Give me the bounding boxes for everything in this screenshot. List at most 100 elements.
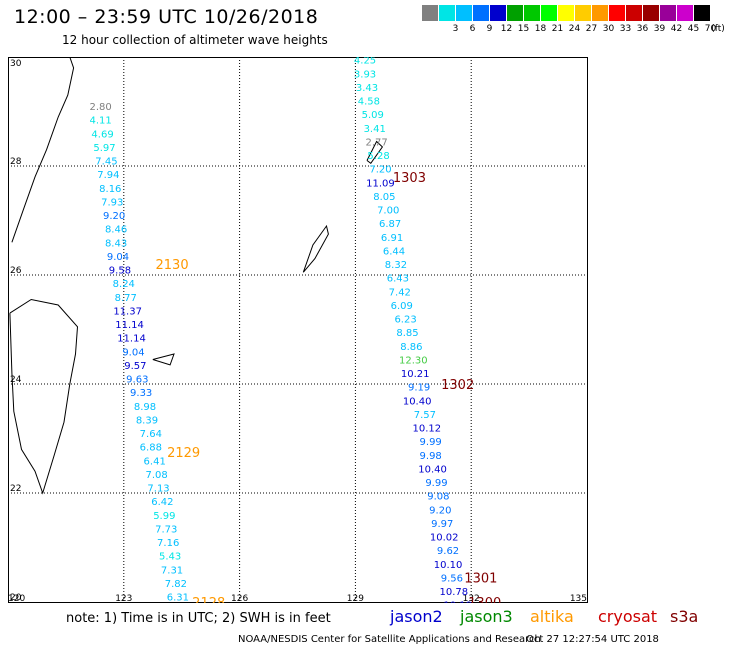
scale-label: 27 [585, 24, 598, 34]
lon-tick-label: 129 [347, 594, 364, 603]
wave-height-value: 7.73 [155, 524, 177, 535]
credit-text: NOAA/NESDIS Center for Satellite Applica… [238, 634, 541, 645]
wave-height-value: 10.12 [412, 424, 441, 435]
wave-height-value: 12.30 [399, 355, 428, 366]
map-frame [8, 57, 588, 603]
wave-height-value: 5.43 [159, 552, 181, 563]
wave-height-value: 9.57 [124, 361, 146, 372]
lon-tick-label: 135 [570, 594, 587, 603]
scale-swatch [439, 5, 456, 21]
scale-swatch [660, 5, 677, 21]
scale-swatch [575, 5, 592, 21]
satellite-s3a: s3a [670, 607, 699, 626]
wave-height-value: 7.31 [161, 565, 183, 576]
scale-label: 12 [500, 24, 513, 34]
wave-height-value: 8.77 [115, 293, 137, 304]
scale-label: 39 [653, 24, 666, 34]
scale-label: 33 [619, 24, 632, 34]
wave-height-value: 9.08 [427, 492, 449, 503]
scale-swatch [422, 5, 439, 21]
wave-height-value: 5.97 [93, 143, 115, 154]
scale-label: 3 [452, 24, 459, 34]
wave-height-map: 120 123 126 129 132 135 30 28 26 24 22 20 2.80 4.11 4.… [8, 57, 588, 603]
wave-height-value: 6.88 [140, 443, 162, 454]
satellite-cryosat: cryosat [598, 607, 658, 626]
wave-height-value: 6.23 [394, 315, 416, 326]
scale-label: 9 [486, 24, 493, 34]
scale-label: 6 [469, 24, 476, 34]
wave-height-value: 7.93 [101, 197, 123, 208]
pass-label: 1301 [464, 571, 497, 586]
wave-height-value: 11.37 [113, 306, 142, 317]
pass-label: 1302 [441, 378, 474, 393]
wave-height-value: 8.39 [136, 415, 158, 426]
wave-height-value: 7.00 [377, 206, 399, 217]
scale-swatch [473, 5, 490, 21]
wave-height-value: 8.05 [373, 192, 395, 203]
wave-height-value: 10.78 [440, 587, 469, 598]
wave-height-value: 9.20 [429, 505, 451, 516]
wave-height-value: 10.21 [401, 369, 430, 380]
wave-height-value: 8.86 [400, 342, 422, 353]
wave-height-value: 9.56 [441, 573, 463, 584]
lat-tick-label: 30 [10, 59, 22, 69]
coastline [9, 298, 79, 495]
wave-height-value: 9.19 [408, 383, 430, 394]
wave-height-value: 8.43 [105, 238, 127, 249]
scale-swatch [626, 5, 643, 21]
wave-height-value: 9.99 [425, 478, 447, 489]
lon-tick-label: 120 [8, 594, 25, 603]
timestamp-text: Oct 27 12:27:54 UTC 2018 [526, 634, 659, 645]
scale-label: 36 [636, 24, 649, 34]
wave-height-value: 5.09 [362, 110, 384, 121]
wave-height-value: 10.40 [418, 464, 447, 475]
wave-height-value: 9.33 [130, 388, 152, 399]
coastline [366, 140, 384, 165]
wave-height-value: 9.58 [109, 266, 131, 277]
lat-tick-label: 24 [10, 375, 22, 385]
wave-height-value: 4.69 [91, 129, 113, 140]
wave-height-value: 4.58 [358, 97, 380, 108]
wave-height-value: 7.16 [157, 538, 179, 549]
wave-height-value: 2.77 [365, 137, 387, 148]
pass-label: 1300 [468, 596, 501, 603]
wave-height-value: 9.63 [126, 375, 148, 386]
wave-height-value: 9.20 [103, 211, 125, 222]
scale-label: 18 [534, 24, 547, 34]
wave-height-value: 7.82 [165, 579, 187, 590]
satellite-jason2: jason2 [390, 607, 443, 626]
wave-height-value: 8.16 [99, 184, 121, 195]
wave-height-value: 10.02 [430, 533, 459, 544]
wave-height-value: 4.11 [90, 116, 112, 127]
wave-height-value: 8.24 [113, 279, 135, 290]
wave-height-value: 8.98 [134, 402, 156, 413]
scale-swatch [558, 5, 575, 21]
coastline [302, 224, 329, 273]
scale-label: 21 [551, 24, 564, 34]
wave-height-value: 6.09 [391, 301, 413, 312]
scale-swatch [592, 5, 609, 21]
wave-height-value: 3.41 [364, 124, 386, 135]
wave-height-value: 7.08 [145, 470, 167, 481]
wave-height-value: 6.91 [381, 233, 403, 244]
pass-label: 2130 [156, 258, 189, 273]
scale-swatch [507, 5, 524, 21]
wave-height-value: 8.32 [385, 260, 407, 271]
map-subtitle: 12 hour collection of altimeter wave hei… [62, 33, 328, 47]
pass-label: 1303 [393, 171, 426, 186]
lat-tick-label: 20 [10, 593, 22, 603]
coastline [11, 57, 75, 243]
lon-tick-label: 132 [463, 594, 480, 603]
wave-height-value: 6.44 [383, 246, 405, 257]
wave-height-value: 9.99 [420, 437, 442, 448]
footer-note: note: 1) Time is in UTC; 2) SWH is in fe… [66, 611, 331, 626]
scale-swatch [490, 5, 507, 21]
wave-height-value: 7.20 [369, 165, 391, 176]
scale-label: 30 [602, 24, 615, 34]
wave-height-value: 9.04 [122, 347, 144, 358]
satellite-jason3: jason3 [460, 607, 513, 626]
scale-label: 45 [687, 24, 700, 34]
wave-height-value: 11.09 [366, 178, 395, 189]
lat-tick-label: 26 [10, 266, 22, 276]
wave-height-value: 9.62 [437, 546, 459, 557]
